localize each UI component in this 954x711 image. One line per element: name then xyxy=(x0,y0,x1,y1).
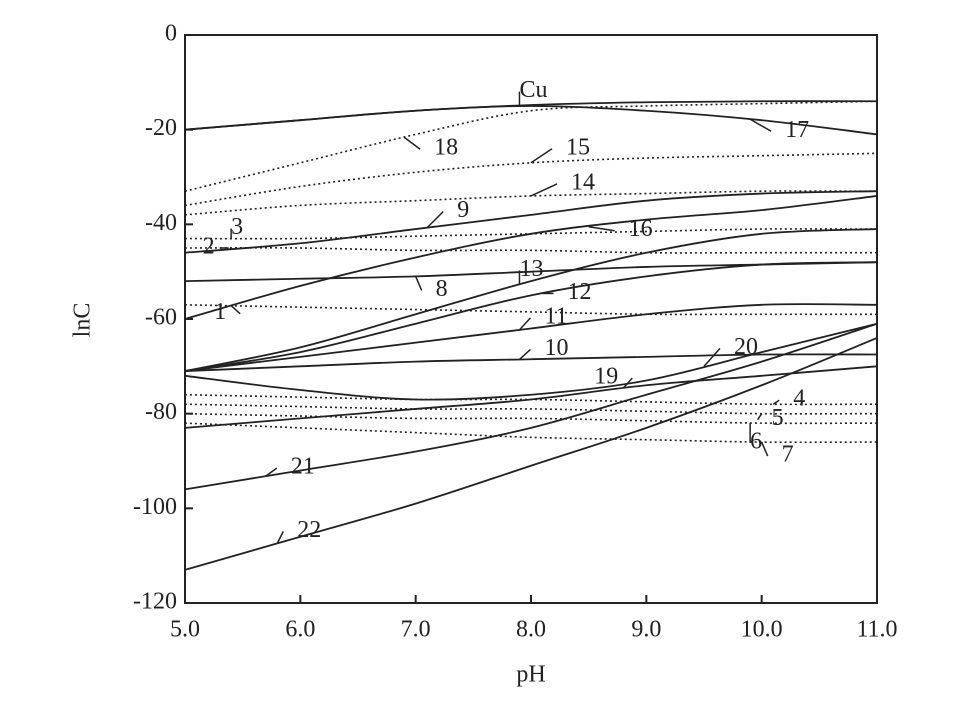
series-label: 19 xyxy=(594,364,618,390)
y-tick-label: -120 xyxy=(133,589,177,615)
label-arrow xyxy=(518,348,531,361)
x-tick-label: 6.0 xyxy=(285,617,315,643)
series-label: 17 xyxy=(785,117,809,143)
series-label: Cu xyxy=(519,77,547,103)
series-label: 13 xyxy=(519,256,543,282)
series-line xyxy=(184,190,878,216)
series-line xyxy=(184,353,878,372)
series-line xyxy=(184,152,878,207)
x-tick-label: 10.0 xyxy=(741,617,783,643)
series-label: 14 xyxy=(571,169,595,195)
series-label: 7 xyxy=(782,442,794,468)
series-label: 4 xyxy=(793,386,805,412)
series-line xyxy=(184,337,878,571)
y-tick-label: -60 xyxy=(145,305,177,331)
series-line xyxy=(184,100,878,192)
y-tick-label: -80 xyxy=(145,399,177,425)
y-tick-label: -20 xyxy=(145,115,177,141)
label-arrow xyxy=(703,347,721,367)
series-line xyxy=(184,228,878,372)
series-label: 8 xyxy=(436,276,448,302)
label-arrow xyxy=(426,211,444,229)
x-axis-label: pH xyxy=(516,662,545,688)
series-label: 10 xyxy=(544,335,568,361)
label-arrow xyxy=(265,467,278,477)
label-arrow xyxy=(588,225,615,232)
series-label: 15 xyxy=(566,134,590,160)
y-axis-label: lnC xyxy=(70,303,96,338)
series-line xyxy=(184,247,877,254)
label-arrow xyxy=(757,413,763,421)
label-arrow xyxy=(230,305,241,315)
x-tick-label: 9.0 xyxy=(631,617,661,643)
label-arrow xyxy=(276,531,284,544)
label-arrow xyxy=(772,399,780,405)
y-tick-label: 0 xyxy=(165,21,177,47)
series-line xyxy=(184,393,878,406)
x-tick-label: 5.0 xyxy=(170,617,200,643)
label-arrow xyxy=(518,317,532,331)
y-tick-label: -40 xyxy=(145,210,177,236)
series-label: 16 xyxy=(629,216,653,242)
series-line xyxy=(184,322,878,401)
series-line xyxy=(184,412,878,425)
series-label: 21 xyxy=(291,454,315,480)
series-label: 2 xyxy=(203,234,215,260)
series-label: 18 xyxy=(434,135,458,161)
series-label: 20 xyxy=(734,334,758,360)
label-arrow xyxy=(622,377,633,389)
label-arrow xyxy=(414,276,423,291)
series-label: 22 xyxy=(297,517,321,543)
y-tick-label: -100 xyxy=(133,494,177,520)
series-label: 11 xyxy=(544,303,567,329)
label-arrow xyxy=(530,148,553,164)
series-label: 5 xyxy=(772,405,784,431)
series-line xyxy=(184,195,878,320)
x-tick-label: 7.0 xyxy=(401,617,431,643)
series-line xyxy=(184,303,878,372)
x-tick-label: 11.0 xyxy=(856,617,897,643)
series-label: 3 xyxy=(231,214,243,240)
label-arrow xyxy=(749,118,772,132)
series-label: 9 xyxy=(457,197,469,223)
series-label: 12 xyxy=(568,279,592,305)
label-arrow xyxy=(760,441,769,457)
series-line xyxy=(184,304,877,316)
series-line xyxy=(184,105,878,136)
label-arrow xyxy=(403,136,421,150)
series-label: 1 xyxy=(214,299,226,325)
x-tick-label: 8.0 xyxy=(516,617,546,643)
plot-frame xyxy=(184,34,878,604)
series-line xyxy=(184,261,878,372)
series-line xyxy=(184,322,878,491)
series-line xyxy=(184,422,878,444)
label-arrow xyxy=(530,183,558,197)
series-line xyxy=(184,190,878,254)
